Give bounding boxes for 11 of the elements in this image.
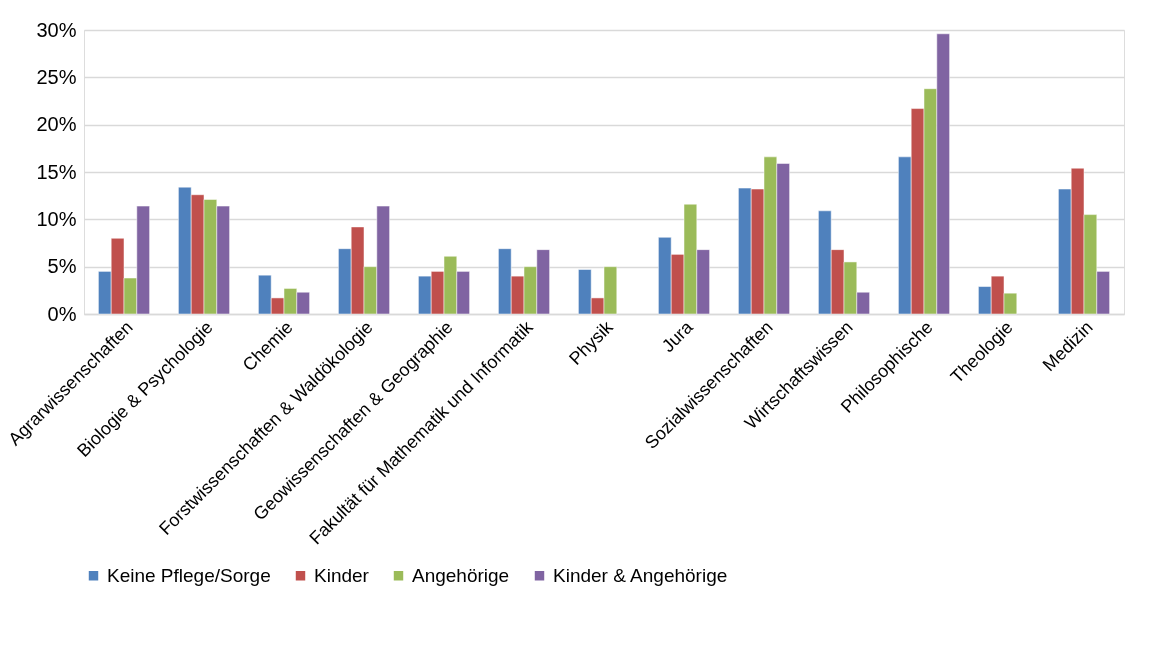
legend-label: Kinder & Angehörige [553, 564, 728, 586]
y-tick-label: 10% [36, 207, 77, 230]
legend-label: Angehörige [412, 564, 510, 586]
y-tick-label: 20% [36, 113, 77, 136]
legend-label: Keine Pflege/Sorge [107, 564, 271, 586]
y-tick-label: 15% [36, 160, 77, 183]
legend-label: Kinder [314, 564, 370, 586]
y-tick-label: 5% [47, 255, 77, 278]
y-tick-label: 25% [36, 65, 77, 88]
y-tick-label: 0% [47, 302, 77, 325]
y-tick-label: 30% [36, 18, 77, 41]
